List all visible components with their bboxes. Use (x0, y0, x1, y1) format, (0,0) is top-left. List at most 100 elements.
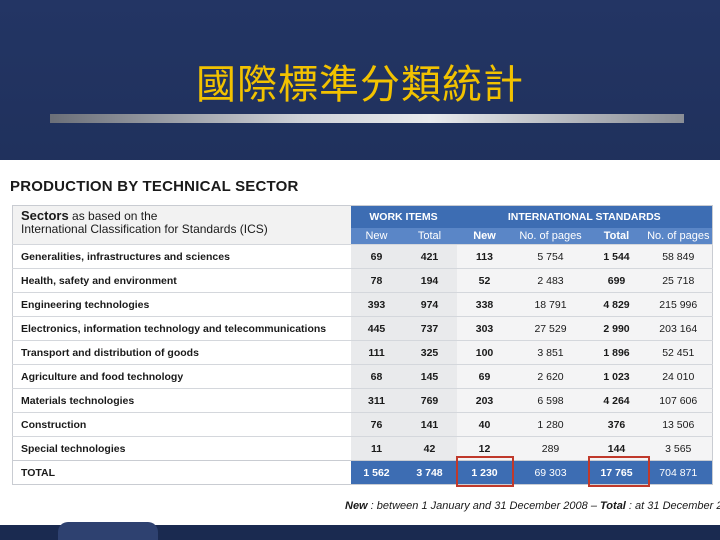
total-is-new-pages: 69 303 (512, 460, 589, 485)
subheader-is-total-pages: No. of pages (644, 228, 713, 245)
cell-is-new-pages: 5 754 (512, 244, 589, 269)
cell-is-total-pages: 3 565 (644, 436, 713, 461)
work-items-group-header: WORK ITEMS (350, 205, 457, 228)
cell-wi-total: 194 (402, 268, 457, 293)
footnote-new-label: New (345, 500, 368, 512)
cell-is-new: 303 (456, 316, 513, 341)
total-is-total-pages: 704 871 (644, 460, 713, 485)
table-row: Construction 76 141 40 1 280 376 13 506 (12, 412, 713, 437)
cell-is-new-pages: 2 483 (512, 268, 589, 293)
cell-is-total-pages: 215 996 (644, 292, 713, 317)
cell-is-total-pages: 107 606 (644, 388, 713, 413)
sector-header-rest: as based on the (68, 209, 158, 223)
table-row: Engineering technologies 393 974 338 18 … (12, 292, 713, 317)
cell-wi-new: 78 (350, 268, 403, 293)
cell-is-new-pages: 289 (512, 436, 589, 461)
subheader-is-total: Total (588, 228, 645, 245)
cell-is-new: 52 (456, 268, 513, 293)
cell-is-total-pages: 13 506 (644, 412, 713, 437)
table-row: Special technologies 11 42 12 289 144 3 … (12, 436, 713, 461)
cell-is-new: 100 (456, 340, 513, 365)
table-row: Electronics, information technology and … (12, 316, 713, 341)
cell-wi-total: 769 (402, 388, 457, 413)
footnote-new-text: : between 1 January and 31 December 2008… (367, 500, 600, 512)
sector-name: Generalities, infrastructures and scienc… (12, 244, 351, 269)
cell-is-total-pages: 52 451 (644, 340, 713, 365)
table-row: Generalities, infrastructures and scienc… (12, 244, 713, 269)
total-wi-new: 1 562 (350, 460, 403, 485)
subheader-is-new: New (456, 228, 513, 245)
cell-is-new-pages: 2 620 (512, 364, 589, 389)
table-row: Health, safety and environment 78 194 52… (12, 268, 713, 293)
cell-is-new-pages: 3 851 (512, 340, 589, 365)
total-is-total: 17 765 (588, 460, 645, 485)
cell-is-new-pages: 18 791 (512, 292, 589, 317)
sector-name: Agriculture and food technology (12, 364, 351, 389)
total-row: TOTAL 1 562 3 748 1 230 69 303 17 765 70… (12, 460, 713, 485)
cell-is-total-pages: 25 718 (644, 268, 713, 293)
footnote: New : between 1 January and 31 December … (345, 500, 720, 512)
cell-wi-new: 111 (350, 340, 403, 365)
total-label: TOTAL (12, 460, 351, 485)
cell-wi-total: 737 (402, 316, 457, 341)
subheader-wi-total: Total (402, 228, 457, 245)
subheader-is-new-pages: No. of pages (512, 228, 589, 245)
cell-wi-total: 42 (402, 436, 457, 461)
cell-is-new: 113 (456, 244, 513, 269)
cell-is-new: 69 (456, 364, 513, 389)
cell-is-total-pages: 58 849 (644, 244, 713, 269)
cell-is-new: 40 (456, 412, 513, 437)
cell-wi-new: 11 (350, 436, 403, 461)
cell-wi-total: 141 (402, 412, 457, 437)
sector-name: Construction (12, 412, 351, 437)
cell-is-new: 338 (456, 292, 513, 317)
cell-wi-new: 68 (350, 364, 403, 389)
cell-is-new-pages: 27 529 (512, 316, 589, 341)
title-divider (50, 114, 684, 123)
sector-name: Transport and distribution of goods (12, 340, 351, 365)
document-heading: PRODUCTION BY TECHNICAL SECTOR (10, 178, 299, 195)
cell-is-total: 4 829 (588, 292, 645, 317)
subheader-wi-new: New (350, 228, 403, 245)
slide-title: 國際標準分類統計 (196, 62, 524, 108)
sector-column-header: Sectors as based on the International Cl… (12, 205, 351, 245)
production-table: Sectors as based on the International Cl… (12, 205, 714, 485)
cell-wi-new: 393 (350, 292, 403, 317)
footnote-total-label: Total (600, 500, 626, 512)
cell-wi-total: 145 (402, 364, 457, 389)
cell-is-total: 4 264 (588, 388, 645, 413)
cell-wi-total: 974 (402, 292, 457, 317)
table-row: Agriculture and food technology 68 145 6… (12, 364, 713, 389)
cell-wi-new: 311 (350, 388, 403, 413)
table-row: Materials technologies 311 769 203 6 598… (12, 388, 713, 413)
cell-wi-total: 421 (402, 244, 457, 269)
cell-is-total: 1 544 (588, 244, 645, 269)
cell-is-total-pages: 24 010 (644, 364, 713, 389)
sector-name: Electronics, information technology and … (12, 316, 351, 341)
cell-wi-new: 69 (350, 244, 403, 269)
cell-is-total: 699 (588, 268, 645, 293)
cell-is-total: 1 896 (588, 340, 645, 365)
sector-name: Special technologies (12, 436, 351, 461)
sector-header-bold: Sectors (21, 208, 69, 223)
footnote-total-text: : at 31 December 2008 (628, 500, 720, 512)
total-is-new: 1 230 (456, 460, 513, 485)
highlight-total-standards-total (588, 456, 650, 487)
cell-wi-new: 445 (350, 316, 403, 341)
sector-name: Materials technologies (12, 388, 351, 413)
international-standards-group-header: INTERNATIONAL STANDARDS (456, 205, 713, 228)
sector-name: Engineering technologies (12, 292, 351, 317)
cell-is-total: 1 023 (588, 364, 645, 389)
highlight-new-standards-total (456, 456, 514, 487)
cell-is-total: 376 (588, 412, 645, 437)
footer-decoration (58, 522, 158, 540)
total-wi-total: 3 748 (402, 460, 457, 485)
cell-wi-total: 325 (402, 340, 457, 365)
sector-header-line2: International Classification for Standar… (21, 222, 268, 236)
table-row: Transport and distribution of goods 111 … (12, 340, 713, 365)
cell-is-new-pages: 6 598 (512, 388, 589, 413)
cell-is-total-pages: 203 164 (644, 316, 713, 341)
cell-is-total: 2 990 (588, 316, 645, 341)
cell-is-new: 203 (456, 388, 513, 413)
cell-is-new-pages: 1 280 (512, 412, 589, 437)
